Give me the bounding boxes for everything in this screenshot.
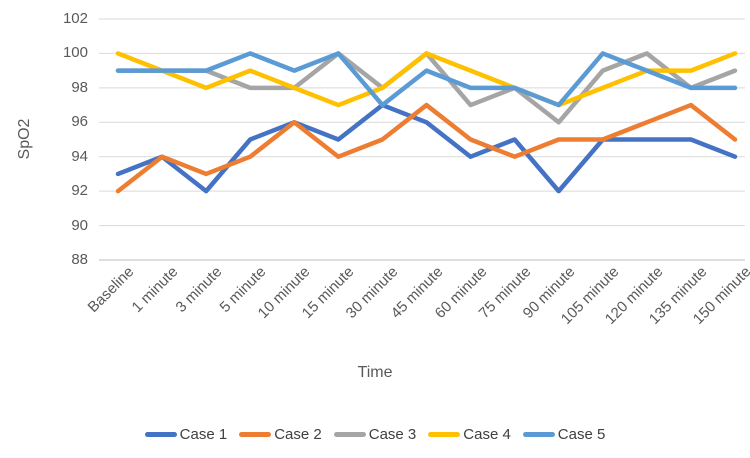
series-line-case-2 (115, 102, 738, 194)
legend-label: Case 2 (274, 426, 322, 443)
y-tick-label: 88 (71, 251, 88, 268)
legend-item-case-4: Case 4 (428, 426, 511, 443)
series-line-case-1 (115, 102, 738, 194)
legend-label: Case 4 (463, 426, 511, 443)
legend-label: Case 1 (179, 426, 228, 443)
y-tick-label: 92 (71, 182, 88, 200)
y-tick-label: 96 (71, 113, 88, 131)
legend-line-swatch (144, 432, 177, 437)
legend-item-case-2: Case 2 (239, 426, 322, 443)
x-axis-title: Time (357, 364, 393, 381)
legend-item-case-1: Case 1 (144, 426, 228, 443)
legend-line-swatch (522, 432, 555, 437)
series-line-case-5 (115, 51, 738, 108)
y-axis-title: SpO2 (16, 118, 33, 160)
series-line-case-4 (115, 51, 738, 108)
y-tick-label: 102 (62, 10, 88, 27)
legend-label: Case 5 (557, 426, 606, 443)
y-tick-label: 90 (71, 216, 88, 234)
legend: Case 1 Case 2 Case 3 Case 4 Case 5 (0, 426, 750, 443)
legend-label: Case 3 (368, 426, 417, 443)
y-tick-label: 94 (71, 147, 88, 165)
legend-item-case-5: Case 5 (522, 426, 606, 443)
legend-line-swatch (239, 432, 272, 437)
legend-item-case-3: Case 3 (333, 426, 417, 443)
y-tick-label: 98 (71, 78, 88, 96)
y-tick-label: 100 (62, 44, 88, 62)
legend-line-swatch (333, 432, 366, 437)
legend-line-swatch (428, 432, 461, 437)
